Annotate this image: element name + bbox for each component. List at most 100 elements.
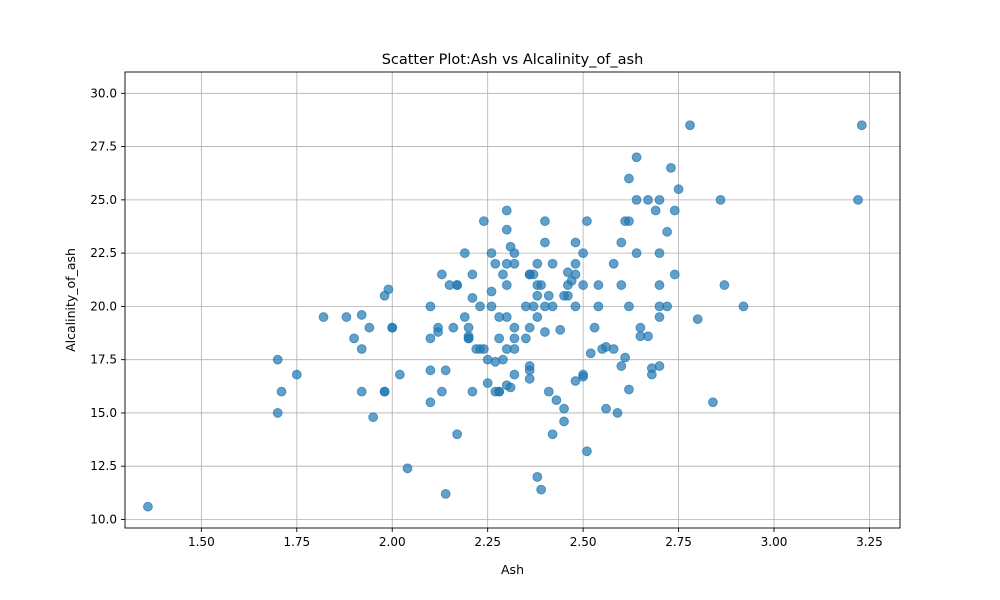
scatter-point	[463, 322, 474, 333]
scatter-point	[540, 216, 550, 227]
grid	[125, 72, 900, 528]
scatter-point	[272, 354, 283, 365]
scatter-point	[524, 365, 535, 376]
scatter-point	[448, 322, 459, 333]
scatter-point	[616, 280, 627, 290]
scatter-point	[364, 322, 375, 333]
x-tick-label: 3.25	[856, 535, 883, 549]
scatter-point	[654, 194, 665, 205]
scatter-point	[436, 386, 447, 397]
scatter-point	[532, 312, 543, 322]
scatter-point	[440, 489, 451, 499]
scatter-points	[143, 120, 867, 512]
scatter-point	[662, 301, 673, 312]
scatter-point	[673, 184, 684, 195]
scatter-point	[536, 484, 547, 495]
scatter-point	[593, 301, 604, 312]
scatter-point	[669, 205, 680, 216]
scatter-point	[368, 412, 379, 423]
scatter-point	[738, 301, 749, 312]
scatter-point	[486, 286, 497, 297]
scatter-point	[547, 301, 558, 312]
scatter-point	[578, 280, 589, 290]
scatter-point	[349, 333, 359, 344]
scatter-point	[532, 471, 543, 482]
scatter-point	[524, 373, 535, 384]
scatter-point	[650, 205, 661, 216]
scatter-point	[570, 376, 581, 386]
scatter-point	[509, 322, 520, 333]
scatter-point	[570, 269, 581, 280]
scatter-point	[589, 322, 600, 333]
scatter-point	[501, 312, 512, 322]
scatter-point	[631, 194, 642, 205]
scatter-point	[318, 312, 329, 322]
scatter-point	[562, 290, 573, 301]
scatter-point	[509, 369, 520, 380]
scatter-point	[616, 361, 627, 371]
scatter-point	[494, 386, 505, 397]
scatter-point	[478, 344, 489, 354]
scatter-point	[620, 352, 631, 363]
y-tick-label: 22.5	[90, 246, 117, 260]
scatter-point	[433, 327, 443, 337]
scatter-point	[425, 333, 436, 344]
scatter-point	[425, 397, 436, 408]
x-axis-label: Ash	[501, 562, 524, 577]
scatter-point	[459, 312, 470, 322]
scatter-point	[356, 386, 367, 397]
scatter-point	[452, 280, 463, 290]
x-tick-label: 1.50	[188, 535, 215, 549]
scatter-point	[509, 258, 520, 269]
scatter-point	[498, 269, 508, 280]
scatter-point	[719, 280, 730, 290]
scatter-point	[272, 408, 283, 418]
y-tick-label: 27.5	[90, 140, 117, 154]
plot-frame	[124, 71, 901, 529]
scatter-point	[501, 280, 512, 290]
scatter-point	[624, 173, 634, 184]
scatter-point	[459, 248, 470, 259]
scatter-point	[463, 333, 474, 344]
scatter-point	[501, 205, 512, 216]
scatter-point	[486, 248, 497, 259]
scatter-point	[383, 284, 394, 295]
scatter-point	[532, 258, 543, 269]
scatter-point	[608, 258, 619, 269]
scatter-point	[666, 162, 676, 173]
scatter-point	[520, 333, 531, 344]
scatter-point	[578, 371, 589, 382]
y-tick-label: 10.0	[90, 512, 117, 526]
x-tick-label: 1.75	[283, 535, 310, 549]
scatter-point	[494, 333, 505, 344]
x-tick-label: 3.00	[761, 535, 788, 549]
scatter-point	[853, 194, 863, 205]
scatter-point	[547, 258, 558, 269]
scatter-point	[601, 403, 611, 414]
scatter-point	[478, 216, 489, 227]
y-tick-label: 17.5	[90, 353, 117, 367]
scatter-point	[582, 216, 592, 227]
scatter-point	[425, 301, 436, 312]
scatter-point	[356, 344, 367, 354]
chart-title: Scatter Plot:Ash vs Alcalinity_of_ash	[382, 52, 644, 68]
scatter-point	[654, 248, 665, 259]
scatter-point	[669, 269, 680, 280]
scatter-point	[593, 280, 604, 290]
scatter-point	[394, 369, 405, 380]
scatter-point	[509, 333, 520, 344]
scatter-point	[543, 386, 554, 397]
scatter-point	[532, 290, 543, 301]
scatter-point	[475, 301, 485, 312]
scatter-point	[559, 403, 569, 414]
x-tick-label: 2.75	[665, 535, 692, 549]
scatter-point	[276, 386, 287, 397]
scatter-point	[555, 324, 566, 335]
scatter-point	[356, 310, 367, 320]
scatter-point	[662, 226, 673, 237]
scatter-point	[467, 292, 478, 303]
scatter-point	[402, 463, 413, 474]
scatter-point	[425, 365, 436, 376]
y-tick-label: 15.0	[90, 406, 117, 420]
